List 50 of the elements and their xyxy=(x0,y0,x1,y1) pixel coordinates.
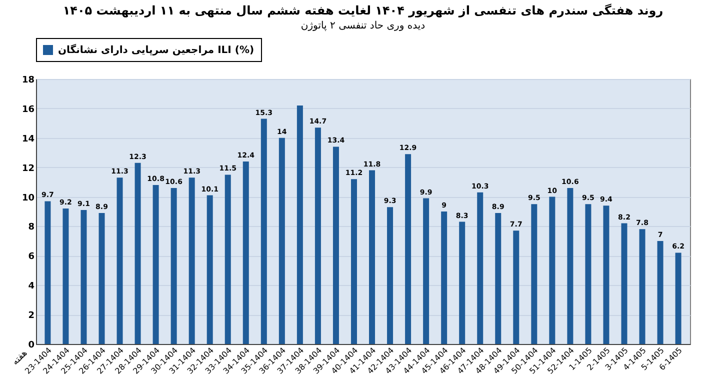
bar xyxy=(62,208,69,344)
legend-label: مراجعین سرپایی دارای نشانگان ILI (%) xyxy=(58,43,254,56)
bar xyxy=(206,195,213,344)
bar xyxy=(585,204,592,344)
y-tick-label: 6 xyxy=(28,252,34,262)
bar xyxy=(80,210,87,344)
bar xyxy=(134,162,141,344)
y-tick-label: 0 xyxy=(28,340,34,350)
x-axis-title: هفته xyxy=(10,348,30,368)
bar xyxy=(278,138,285,344)
bar xyxy=(116,178,123,344)
y-tick-label: 4 xyxy=(28,282,34,292)
bar xyxy=(657,240,664,344)
bar xyxy=(224,174,231,344)
y-tick-label: 10 xyxy=(22,193,34,204)
bar xyxy=(459,222,466,344)
bar xyxy=(332,146,339,344)
bar xyxy=(188,178,195,344)
chart-subtitle: دیده وری حاد تنفسی ۲ پاتوژن xyxy=(300,20,426,32)
bar xyxy=(675,252,682,344)
bar xyxy=(639,229,646,344)
bar xyxy=(242,161,249,344)
bar xyxy=(152,185,159,344)
bar xyxy=(513,230,520,344)
bar xyxy=(603,206,610,344)
chart-title: روند هفتگی سندرم های تنفسی از شهریور ۱۴۰۴ لغایت هفته ششم سال منتهی به ۱۱ اردیبهشت ۱۴۰۵ xyxy=(62,4,664,18)
bar xyxy=(296,106,303,344)
bar xyxy=(531,204,538,344)
y-tick-label: 14 xyxy=(22,134,34,144)
bar xyxy=(369,170,376,344)
y-tick-label: 8 xyxy=(28,222,34,233)
bar xyxy=(621,223,628,344)
y-tick-label: 18 xyxy=(22,76,34,86)
bar xyxy=(477,192,484,344)
bar xyxy=(350,179,357,344)
bar xyxy=(387,207,394,344)
bar xyxy=(441,212,448,344)
y-tick-label: 16 xyxy=(22,104,34,115)
bar xyxy=(405,154,412,344)
bar xyxy=(170,188,177,344)
bar xyxy=(567,188,574,344)
bar xyxy=(314,128,321,344)
bar xyxy=(260,118,267,344)
bar xyxy=(98,212,105,344)
bar xyxy=(423,198,430,344)
bar xyxy=(495,212,502,344)
bar xyxy=(549,196,556,344)
bar xyxy=(44,201,51,344)
y-tick-label: 2 xyxy=(28,311,34,322)
y-tick-label: 12 xyxy=(22,164,34,174)
